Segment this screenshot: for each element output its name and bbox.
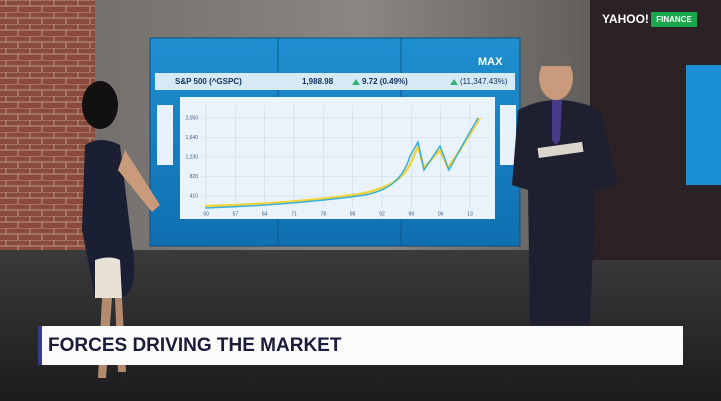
x-label: 13 — [467, 211, 473, 217]
quote-bar — [155, 73, 515, 90]
y-label: 2,050 — [185, 115, 198, 121]
x-label: 99 — [409, 211, 415, 217]
presenter-left — [82, 81, 160, 378]
y-label: 820 — [190, 174, 199, 180]
price: 1,988.98 — [302, 77, 334, 86]
logo-brand: YAHOO! — [602, 12, 649, 26]
lower-third — [38, 326, 683, 365]
range-label: MAX — [478, 56, 503, 68]
x-label: 78 — [321, 211, 327, 217]
y-label: 1,640 — [185, 135, 198, 141]
y-label: 410 — [190, 193, 199, 199]
lower-third-accent — [38, 326, 42, 365]
change: 9.72 (0.49%) — [362, 77, 408, 86]
up-arrow — [450, 79, 458, 85]
price-line-2 — [204, 117, 479, 209]
x-label: 71 — [291, 211, 297, 217]
x-label: 85 — [350, 211, 356, 217]
tool-icons — [157, 105, 173, 165]
logo-section: FINANCE — [656, 15, 692, 24]
tool-icons — [500, 105, 516, 165]
presenter-right — [512, 53, 618, 325]
ticker: S&P 500 (^GSPC) — [175, 77, 242, 86]
brick-wall — [0, 0, 95, 275]
x-label: 06 — [438, 211, 444, 217]
logo-badge — [651, 12, 697, 27]
total-change: (11,347.43%) — [460, 77, 508, 86]
x-label: 92 — [379, 211, 385, 217]
x-label: 64 — [262, 211, 268, 217]
x-label: 57 — [233, 211, 239, 217]
price-line — [204, 117, 482, 208]
y-labels: 2,050 1,640 1,230 820 410 — [185, 115, 198, 199]
side-screen — [686, 65, 721, 185]
headline: FORCES DRIVING THE MARKET — [48, 335, 342, 356]
chart-area — [180, 97, 495, 219]
y-label: 1,230 — [185, 154, 198, 160]
x-label: 50 — [203, 211, 209, 217]
up-arrow — [352, 79, 360, 85]
x-labels: 50 57 64 71 78 85 92 99 06 13 — [203, 211, 473, 217]
